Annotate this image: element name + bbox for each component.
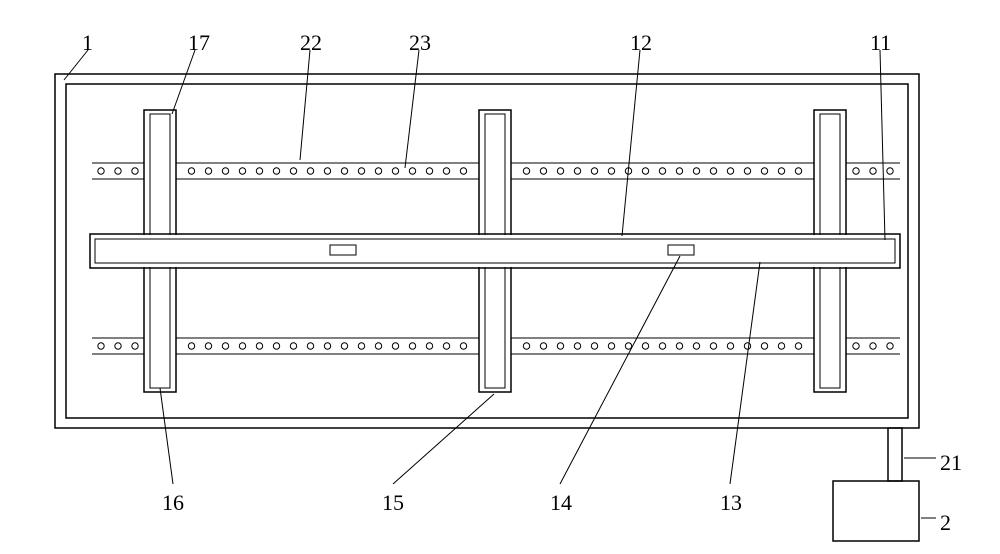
callout-label-1: 1: [82, 30, 93, 56]
callout-label-17: 17: [188, 30, 210, 56]
diagram-svg: [0, 0, 1000, 554]
callout-label-14: 14: [550, 490, 572, 516]
callout-label-22: 22: [300, 30, 322, 56]
callout-label-12: 12: [630, 30, 652, 56]
callout-label-15: 15: [382, 490, 404, 516]
callout-label-23: 23: [409, 30, 431, 56]
diagram-stage: 1 17 22 23 12 11 16 15 14 13 21 2: [0, 0, 1000, 554]
callout-label-2: 2: [940, 510, 951, 536]
callout-label-16: 16: [162, 490, 184, 516]
callout-label-21: 21: [940, 450, 962, 476]
callout-label-13: 13: [720, 490, 742, 516]
callout-label-11: 11: [870, 30, 891, 56]
